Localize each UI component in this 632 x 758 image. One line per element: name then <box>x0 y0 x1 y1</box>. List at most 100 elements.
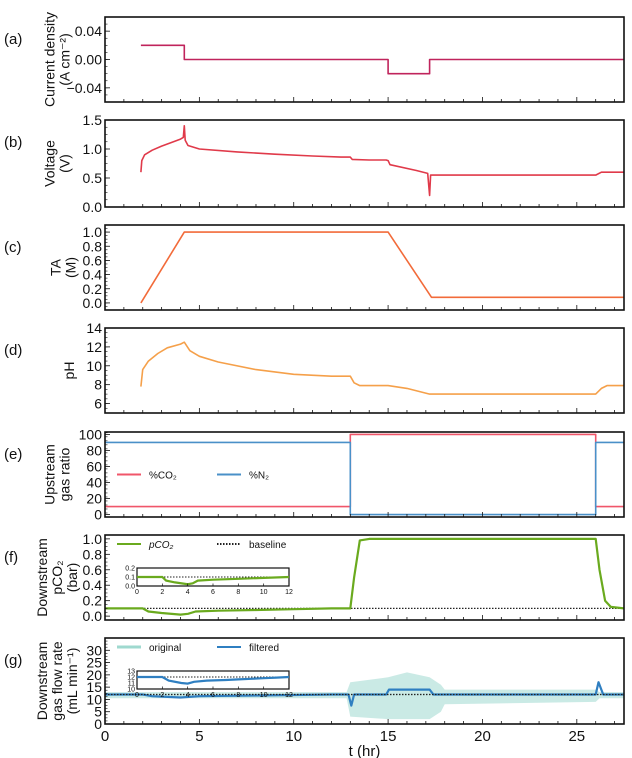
inset-y-tick-label: 11 <box>128 681 135 688</box>
series-line-%CO₂ <box>105 433 624 508</box>
series-line-pH <box>140 341 624 395</box>
y-axis-label: pH <box>61 362 77 380</box>
y-tick-label: 25 <box>86 655 102 671</box>
y-axis-label: Downstream <box>34 642 50 721</box>
y-tick-label: 1.5 <box>83 112 103 128</box>
y-tick-label: 14 <box>86 320 102 336</box>
inset-series-line <box>137 575 290 586</box>
x-axis-label: t (hr) <box>349 743 381 758</box>
inset-f: 0 2 4 6 8 10 12 0.0 0.1 0.2 <box>125 566 293 597</box>
plot-area-e <box>105 433 624 516</box>
y-tick-label: 60 <box>86 458 102 474</box>
y-axis-label: (A cm⁻²) <box>57 33 73 86</box>
panel-label: (b) <box>4 134 22 151</box>
panel-label: (a) <box>4 31 22 48</box>
inset-y-tick-label: 0.0 <box>125 584 135 591</box>
series-line-%N₂ <box>105 441 624 516</box>
y-tick-label: 0.0 <box>83 608 103 624</box>
y-tick-label: 0.0 <box>83 199 103 215</box>
y-tick-label: 100 <box>79 426 103 442</box>
y-tick-label: 20 <box>86 491 102 507</box>
inset-x-tick-label: 8 <box>236 692 240 699</box>
panel-label: (d) <box>4 342 22 359</box>
y-tick-label: 0.04 <box>75 23 102 39</box>
series-line-TA <box>140 231 624 304</box>
inset-x-tick-label: 6 <box>211 692 215 699</box>
inset-x-tick-label: 2 <box>160 692 164 699</box>
y-tick-label: 80 <box>86 442 102 458</box>
y-axis-label: Current density <box>42 12 58 107</box>
y-tick-label: 5 <box>94 704 102 720</box>
plot-area-g <box>105 672 624 720</box>
y-tick-label: 10 <box>86 691 102 707</box>
inset-x-tick-label: 6 <box>211 589 215 596</box>
y-tick-label: −0.04 <box>67 80 103 96</box>
series-band-original <box>105 672 624 720</box>
inset-y-tick-label: 0.2 <box>125 566 135 573</box>
y-tick-label: 0.8 <box>83 238 103 254</box>
y-tick-label: 40 <box>86 475 102 491</box>
panel-label: (c) <box>4 239 22 256</box>
y-tick-label: 0 <box>94 716 102 732</box>
inset-x-tick-label: 2 <box>160 589 164 596</box>
y-axis-label: pCO₂ <box>49 560 65 594</box>
y-tick-label: 0.8 <box>83 546 103 562</box>
inset-x-tick-label: 4 <box>186 692 190 699</box>
x-tick-label: 0 <box>101 728 109 745</box>
y-tick-label: 0.4 <box>83 267 103 283</box>
y-axis-label: Downstream <box>34 538 50 617</box>
panel-d: 6 8 10 12 14 (d) pH <box>4 320 625 414</box>
inset-y-tick-label: 0.1 <box>125 575 135 582</box>
inset-x-tick-label: 0 <box>135 589 139 596</box>
legend-label: filtered <box>249 643 279 654</box>
y-tick-label: 8 <box>94 377 102 393</box>
y-tick-label: 30 <box>86 642 102 658</box>
legend-label: %N₂ <box>249 471 269 482</box>
legend-label: %CO₂ <box>149 471 177 482</box>
y-axis-label: (bar) <box>64 563 80 593</box>
legend-label: baseline <box>249 540 287 551</box>
panel-a: −0.04 0.00 0.04 (a) Current density (A cm⁻²) <box>4 12 625 107</box>
axes-frame <box>104 431 625 518</box>
y-tick-label: 0.6 <box>83 562 103 578</box>
y-tick-label: 20 <box>86 667 102 683</box>
panel-label: (e) <box>4 446 22 463</box>
inset-y-tick-label: 13 <box>127 669 135 676</box>
series-line-voltage <box>140 125 624 197</box>
y-tick-label: 1.0 <box>83 224 103 240</box>
inset-x-tick-label: 8 <box>236 589 240 596</box>
y-tick-label: 0.4 <box>83 577 103 593</box>
y-tick-label: 0.0 <box>83 295 103 311</box>
y-axis-label: (M) <box>63 257 79 278</box>
plot-area-c <box>140 231 624 304</box>
inset-y-tick-label: 10 <box>127 687 135 694</box>
panel-c: 0.00.20.40.60.81.0 (c) TA (M) <box>4 224 625 311</box>
y-tick-label: 0.2 <box>83 593 103 609</box>
series-line-current density <box>140 44 624 75</box>
y-tick-label: 1.0 <box>83 141 103 157</box>
plot-area-f <box>105 537 624 616</box>
x-tick-label: 15 <box>380 728 397 745</box>
y-tick-label: 10 <box>86 358 102 374</box>
inset-series-line <box>137 675 290 685</box>
series-line-pCO₂ <box>105 537 624 616</box>
plot-area-d <box>140 341 624 395</box>
y-axis-label: TA <box>48 258 64 276</box>
series-line-filtered <box>105 681 624 707</box>
legend-label: pCO₂ <box>148 540 174 551</box>
inset-x-tick-label: 10 <box>260 589 268 596</box>
panel-label: (f) <box>4 549 18 566</box>
inset-x-tick-label: 0 <box>135 692 139 699</box>
y-tick-label: 1.0 <box>83 531 103 547</box>
inset-x-tick-label: 12 <box>285 692 293 699</box>
panel-label: (g) <box>4 652 22 669</box>
y-axis-label: (mL min⁻¹) <box>64 648 80 715</box>
inset-x-tick-label: 4 <box>186 589 190 596</box>
y-tick-label: 15 <box>86 679 102 695</box>
y-axis-label: Voltage <box>42 140 58 187</box>
x-tick-label: 20 <box>474 728 491 745</box>
axes-frame <box>104 119 625 208</box>
